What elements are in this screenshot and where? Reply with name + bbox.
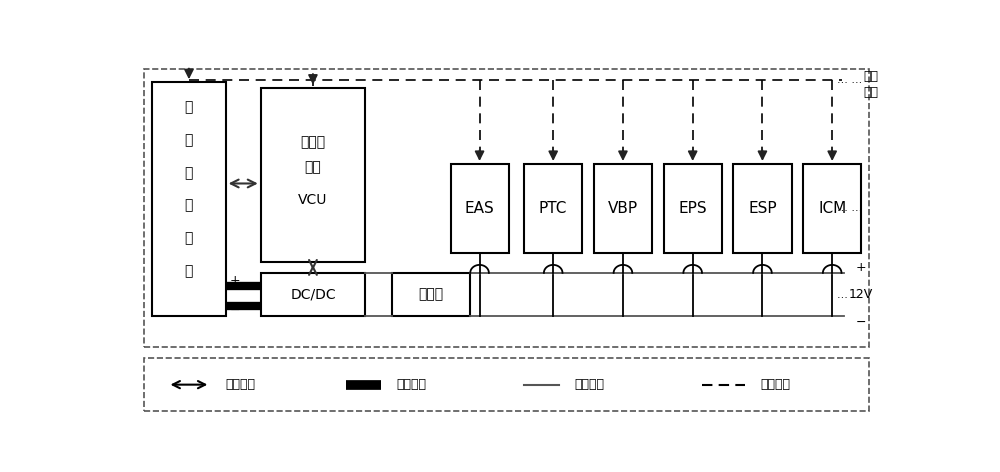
- Text: 信号: 信号: [863, 86, 878, 100]
- Text: 唤醒: 唤醒: [863, 70, 878, 83]
- Text: 系: 系: [185, 231, 193, 245]
- Text: 统: 统: [185, 264, 193, 278]
- Bar: [261, 87, 365, 262]
- Text: EPS: EPS: [678, 201, 707, 216]
- Text: ... ...: ... ...: [837, 290, 862, 300]
- Text: PTC: PTC: [539, 201, 567, 216]
- Bar: [733, 164, 792, 253]
- Text: VCU: VCU: [298, 193, 328, 207]
- Text: ... ...: ... ...: [837, 203, 862, 213]
- Text: 蓄电池: 蓄电池: [419, 288, 444, 302]
- Text: ... ...: ... ...: [837, 75, 862, 85]
- Bar: [524, 164, 582, 253]
- Text: EAS: EAS: [465, 201, 494, 216]
- Text: 动: 动: [185, 101, 193, 115]
- Text: 通信信号: 通信信号: [226, 378, 256, 391]
- Text: 力: 力: [185, 133, 193, 147]
- Text: ESP: ESP: [748, 201, 777, 216]
- Bar: [594, 164, 652, 253]
- Text: −: −: [230, 304, 240, 317]
- Bar: [261, 273, 365, 317]
- Bar: [144, 358, 869, 411]
- Bar: [152, 82, 226, 317]
- Text: −: −: [856, 315, 866, 329]
- Text: 电: 电: [185, 166, 193, 180]
- Text: 高压电源: 高压电源: [396, 378, 426, 391]
- Text: 池: 池: [185, 199, 193, 213]
- Bar: [144, 69, 869, 347]
- Bar: [392, 273, 470, 317]
- Text: 制器: 制器: [305, 160, 321, 175]
- Bar: [664, 164, 722, 253]
- Bar: [450, 164, 509, 253]
- Text: DC/DC: DC/DC: [290, 288, 336, 302]
- Text: +: +: [230, 274, 240, 287]
- Text: 唤醒信号: 唤醒信号: [761, 378, 790, 391]
- Text: +: +: [856, 261, 867, 274]
- Text: ICM: ICM: [818, 201, 846, 216]
- Text: VBP: VBP: [608, 201, 638, 216]
- Text: 12V: 12V: [849, 288, 873, 301]
- Text: 低压电源: 低压电源: [574, 378, 604, 391]
- Text: 整车控: 整车控: [300, 135, 326, 149]
- Bar: [803, 164, 861, 253]
